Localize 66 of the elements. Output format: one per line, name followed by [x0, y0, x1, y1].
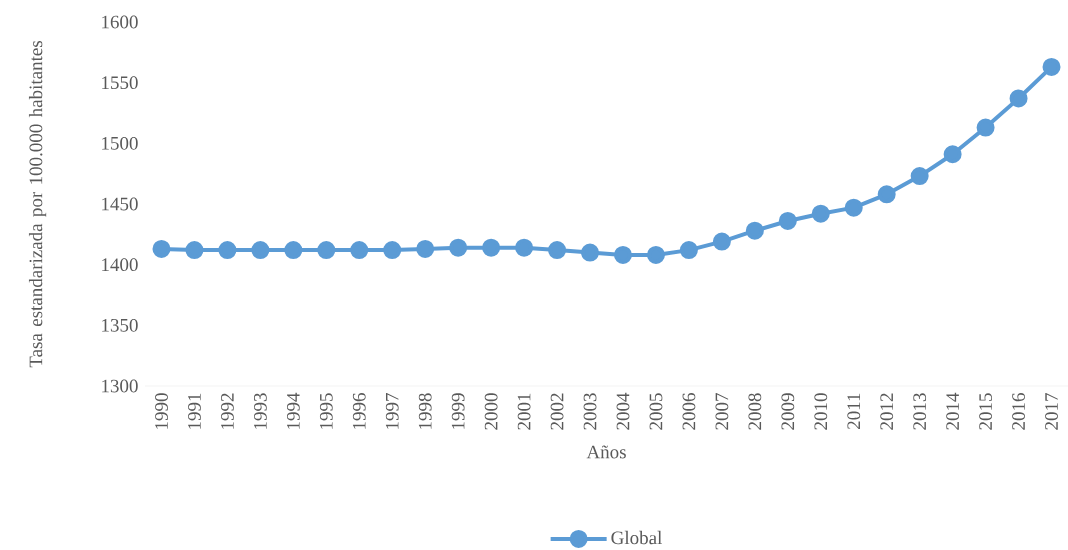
x-tick-label: 2011 — [847, 393, 861, 429]
x-tick-label: 1999 — [451, 393, 465, 429]
x-tick-label: 2003 — [583, 393, 597, 430]
x-tick-label: 1997 — [385, 393, 399, 429]
x-tick-label: 2002 — [550, 393, 564, 430]
point — [613, 245, 632, 264]
point — [910, 167, 929, 186]
point — [646, 245, 665, 264]
x-tick-label: 1996 — [352, 393, 366, 429]
point — [251, 241, 270, 260]
x-tick-label: 2000 — [484, 393, 498, 430]
point — [712, 232, 731, 251]
x-tick-label: 2012 — [880, 393, 894, 430]
point — [383, 241, 402, 260]
point — [943, 145, 962, 164]
x-tick-label: 2013 — [913, 393, 927, 430]
x-tick-label: 2007 — [715, 393, 729, 430]
point — [679, 241, 698, 260]
x-tick-label: 2004 — [616, 392, 630, 430]
x-tick-label: 1992 — [221, 393, 234, 429]
y-tick-label: 1350 — [102, 318, 138, 332]
x-tick-label: 2017 — [1045, 393, 1058, 430]
y-tick-label: 1300 — [102, 379, 138, 393]
x-tick-label: 2014 — [946, 392, 960, 430]
y-tick-label: 1550 — [102, 76, 138, 90]
point — [745, 221, 764, 240]
y-axis-title: Tasa estandarizada por 100.000 habitantes — [28, 40, 47, 368]
point — [284, 241, 303, 260]
point — [548, 241, 567, 260]
legend-label: Global — [611, 530, 662, 545]
point — [350, 241, 369, 260]
x-tick-label: 1991 — [188, 393, 201, 429]
x-tick-label: 2006 — [682, 393, 696, 430]
point — [515, 238, 534, 257]
x-tick-label: 2005 — [649, 393, 663, 430]
x-tick-label: 1994 — [286, 392, 300, 429]
point — [581, 243, 600, 262]
y-tick-label: 1600 — [102, 15, 138, 29]
x-tick-label: 2009 — [781, 393, 795, 430]
point — [449, 238, 468, 257]
y-tick-label: 1500 — [102, 136, 138, 150]
point — [416, 239, 435, 258]
x-tick-label: 2016 — [1012, 393, 1025, 430]
point — [185, 241, 204, 260]
x-tick-label: 1993 — [254, 393, 267, 429]
x-tick-label: 1998 — [418, 393, 432, 429]
x-tick-label: 1990 — [155, 393, 168, 429]
x-tick-label: 2015 — [979, 393, 993, 430]
point — [317, 241, 336, 260]
point — [976, 118, 995, 137]
point — [1042, 57, 1061, 76]
point — [811, 204, 830, 223]
point — [1009, 89, 1028, 108]
point — [482, 238, 501, 257]
point — [877, 185, 896, 204]
point — [152, 239, 171, 258]
x-tick-label: 1995 — [319, 393, 333, 429]
x-tick-label: 2010 — [814, 393, 828, 430]
x-tick-label: 2008 — [748, 393, 762, 430]
y-tick-label: 1450 — [102, 197, 138, 211]
point — [844, 198, 863, 217]
x-axis-title: Años — [586, 445, 626, 459]
y-tick-label: 1400 — [102, 258, 138, 272]
point — [778, 211, 797, 230]
point — [218, 241, 237, 260]
x-tick-label: 2001 — [517, 393, 531, 430]
